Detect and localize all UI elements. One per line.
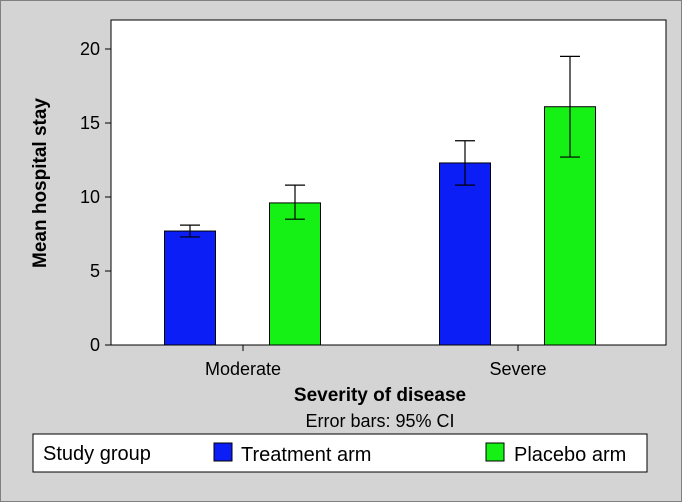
y-tick-label: 0	[90, 335, 100, 355]
y-axis-ticks: 0 5 10 15 20	[80, 39, 111, 355]
legend-box	[32, 433, 648, 473]
legend-title: Study group	[43, 443, 151, 465]
legend-label-placebo: Placebo arm	[514, 444, 626, 466]
legend-swatch-placebo	[485, 442, 505, 462]
y-tick-label: 5	[90, 261, 100, 281]
x-tick-label: Moderate	[205, 359, 281, 379]
x-axis-ticks: Moderate Severe	[205, 345, 547, 379]
legend-swatch-treatment	[213, 442, 233, 462]
y-tick-label: 20	[80, 39, 100, 59]
bar-placebo-moderate	[269, 202, 321, 346]
y-axis-title: Mean hospital stay	[30, 98, 51, 268]
bar-treatment-severe	[439, 162, 491, 346]
y-tick-label: 10	[80, 187, 100, 207]
error-bars-note: Error bars: 95% CI	[305, 411, 454, 431]
y-tick-label: 15	[80, 113, 100, 133]
legend: Study group Treatment arm Placebo arm	[32, 433, 648, 473]
error-bars-group	[180, 55, 580, 238]
legend-label-treatment: Treatment arm	[241, 444, 371, 466]
x-tick-label: Severe	[489, 359, 546, 379]
bar-treatment-moderate	[164, 230, 216, 346]
x-axis-title: Severity of disease	[294, 385, 466, 406]
